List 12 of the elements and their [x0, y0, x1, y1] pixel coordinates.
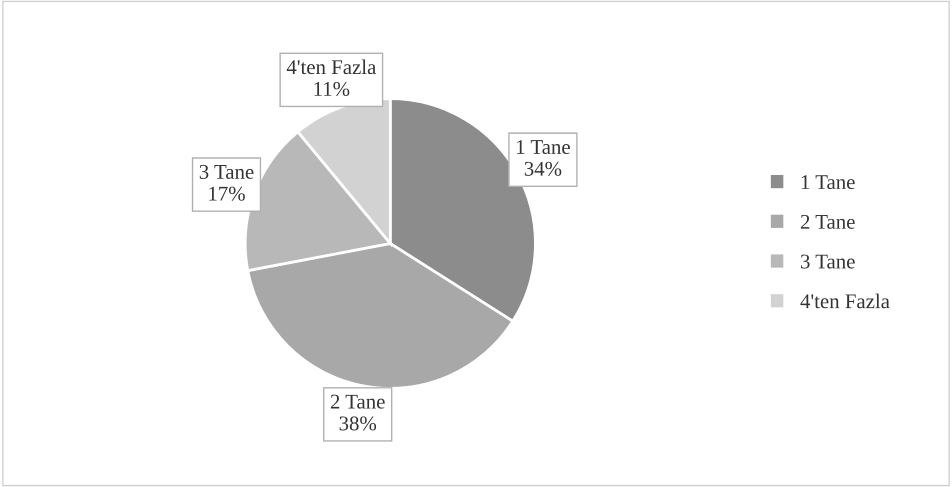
- slice-label: 1 Tane: [517, 140, 570, 154]
- data-label: 38%: [340, 416, 376, 431]
- slice-label: 4'ten Fazla: [286, 60, 376, 74]
- legend-label: 4'ten Fazla: [800, 294, 890, 308]
- legend-label: 3 Tane: [800, 254, 855, 269]
- legend-label: 1 Tane: [802, 175, 855, 190]
- data-label: 34%: [524, 162, 562, 176]
- slice-label: 2 Tane: [330, 394, 385, 409]
- data-label: 17%: [209, 186, 245, 201]
- legend-label: 2 Tane: [800, 214, 855, 229]
- slice-label: 3 Tane: [200, 164, 254, 179]
- data-label: 11%: [314, 82, 350, 96]
